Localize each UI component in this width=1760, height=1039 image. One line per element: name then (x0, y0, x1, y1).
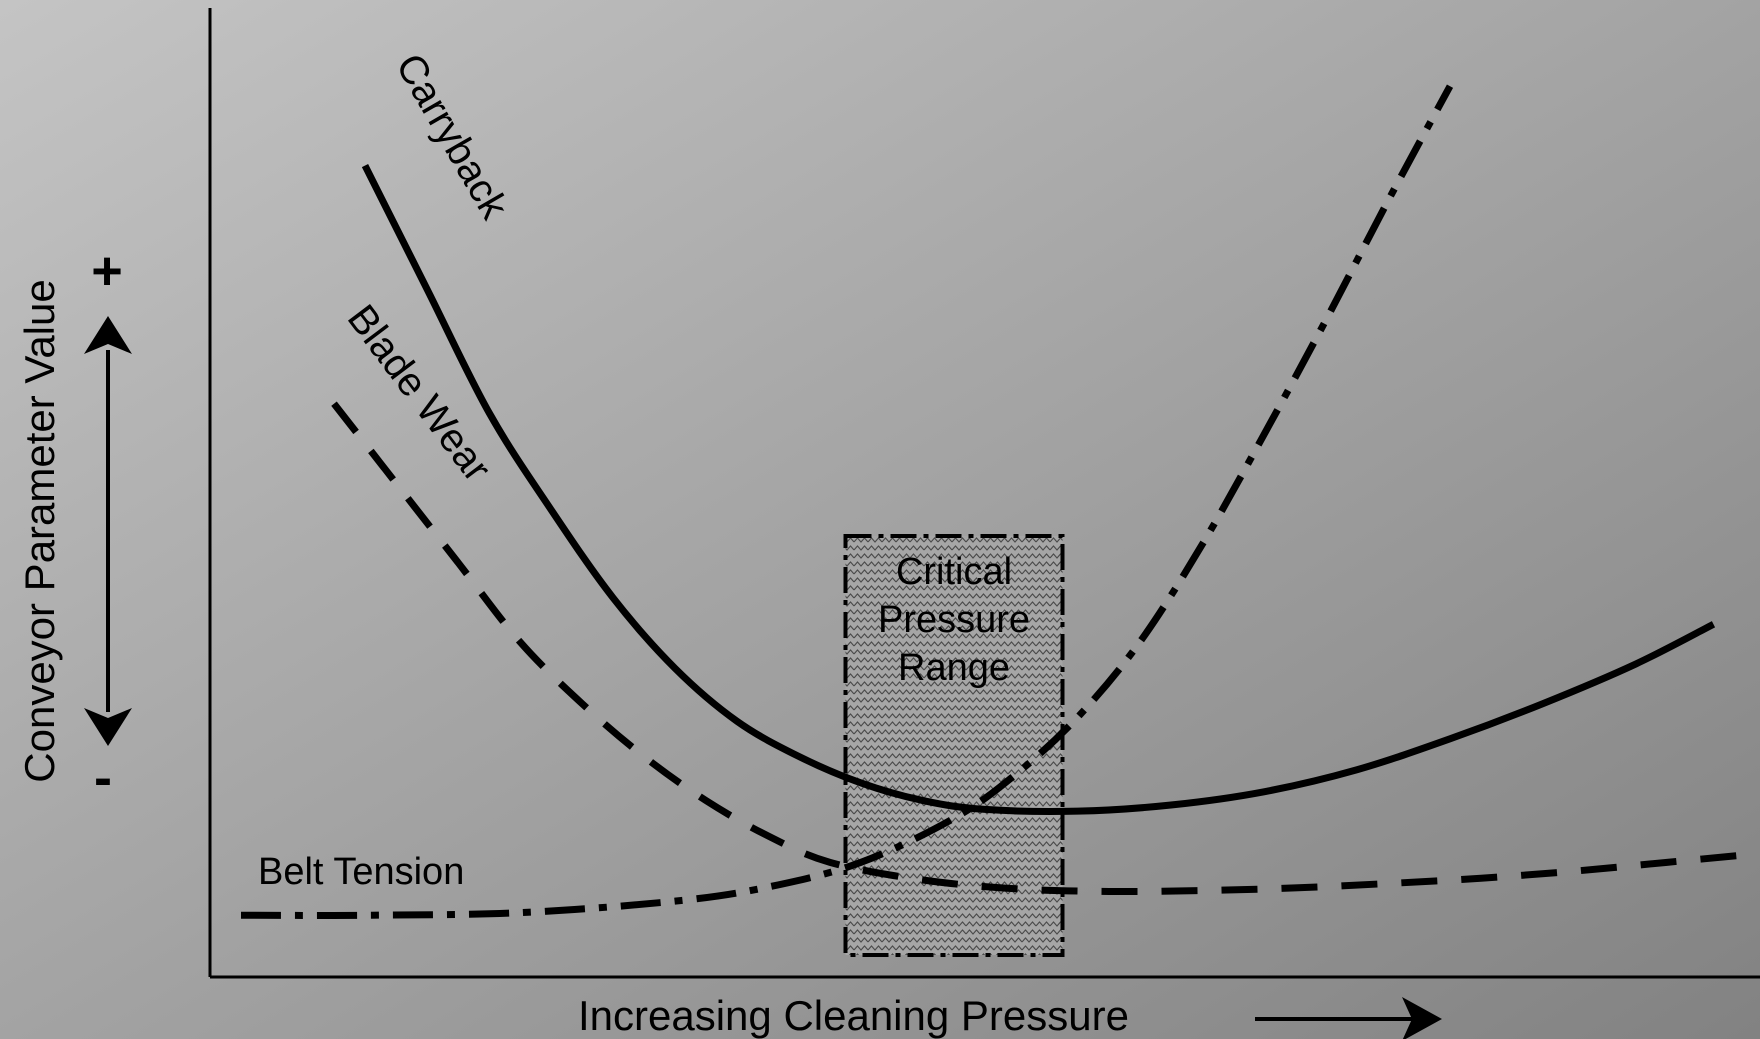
blade-wear-line (331, 401, 1760, 896)
y-direction-arrow (84, 316, 132, 746)
belt-tension-label: Belt Tension (258, 851, 464, 893)
x-axis-label: Increasing Cleaning Pressure (578, 992, 1129, 1039)
carryback-line (361, 163, 1716, 815)
y-axis-label: Conveyor Parameter Value (16, 279, 63, 782)
critical-pressure-label-line-3: Range (898, 647, 1010, 689)
x-direction-arrow (1255, 997, 1442, 1039)
y-minus-marker: - (94, 748, 112, 808)
critical-pressure-region: Critical Pressure Range (843, 534, 1065, 957)
critical-pressure-label-line-1: Critical (896, 551, 1012, 593)
critical-pressure-label-line-2: Pressure (878, 599, 1030, 641)
belt-tension-line (240, 84, 1454, 919)
y-plus-marker: + (91, 241, 123, 301)
